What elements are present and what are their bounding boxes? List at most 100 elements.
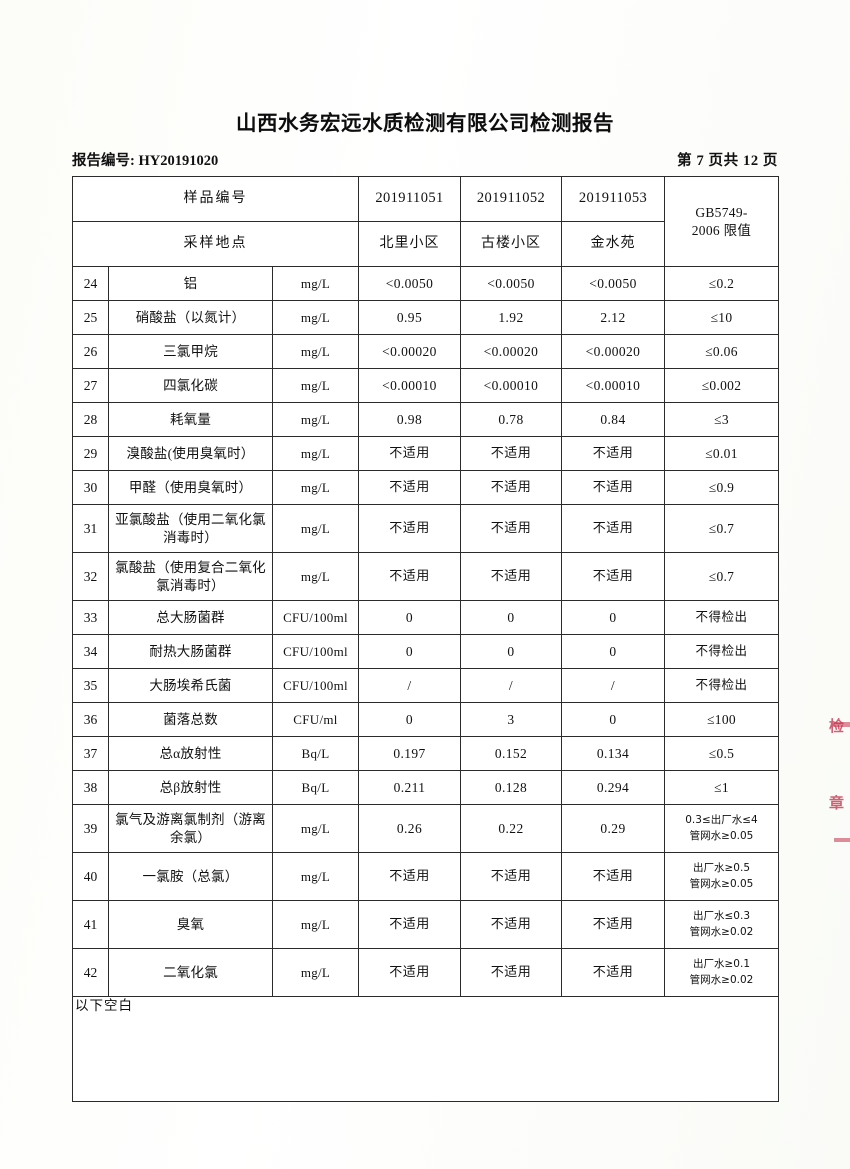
table-row: 42 二氧化氯 mg/L 不适用 不适用 不适用 出厂水≥0.1 管网水≥0.02 xyxy=(72,948,779,997)
result-value-sample-3: 不适用 xyxy=(561,470,665,505)
limit-value: ≤0.9 xyxy=(664,470,779,505)
result-value-sample-2: 0.128 xyxy=(460,770,562,805)
parameter-unit: mg/L xyxy=(272,436,359,471)
parameter-name: 一氯胺（总氯） xyxy=(108,852,273,901)
parameter-unit: mg/L xyxy=(272,804,359,853)
header-sampling-site-2: 古楼小区 xyxy=(460,221,562,267)
row-index: 25 xyxy=(72,300,109,335)
result-value-sample-2: 0.78 xyxy=(460,402,562,437)
parameter-unit: CFU/100ml xyxy=(272,600,359,635)
result-value-sample-2: <0.00010 xyxy=(460,368,562,403)
result-value-sample-3: / xyxy=(561,668,665,703)
page-indicator: 第 7 页共 12 页 xyxy=(677,153,778,169)
result-value-sample-1: 不适用 xyxy=(358,470,461,505)
header-sample-number-3: 201911053 xyxy=(561,176,665,222)
table-row: 24 铝 mg/L <0.0050 <0.0050 <0.0050 ≤0.2 xyxy=(72,266,779,301)
limit-value: ≤0.002 xyxy=(664,368,779,403)
row-index: 26 xyxy=(72,334,109,369)
table-row: 33 总大肠菌群 CFU/100ml 0 0 0 不得检出 xyxy=(72,600,779,635)
row-index: 24 xyxy=(72,266,109,301)
table-row: 29 溴酸盐(使用臭氧时） mg/L 不适用 不适用 不适用 ≤0.01 xyxy=(72,436,779,471)
parameter-unit: mg/L xyxy=(272,852,359,901)
parameter-name: 耐热大肠菌群 xyxy=(108,634,273,669)
result-value-sample-2: 不适用 xyxy=(460,552,562,601)
result-value-sample-2: 0.22 xyxy=(460,804,562,853)
row-index: 28 xyxy=(72,402,109,437)
result-value-sample-3: 0.294 xyxy=(561,770,665,805)
result-value-sample-2: / xyxy=(460,668,562,703)
table-row: 38 总β放射性 Bq/L 0.211 0.128 0.294 ≤1 xyxy=(72,770,779,805)
limit-value: 0.3≤出厂水≤4 管网水≥0.05 xyxy=(664,804,779,853)
row-index: 32 xyxy=(72,552,109,601)
result-value-sample-3: 不适用 xyxy=(561,852,665,901)
red-seal-fragment-top xyxy=(834,722,850,727)
limit-value: 出厂水≥0.1 管网水≥0.02 xyxy=(664,948,779,997)
header-row-sampling-site: 采样地点 北里小区 古楼小区 金水苑 xyxy=(72,221,779,267)
result-value-sample-2: 不适用 xyxy=(460,948,562,997)
limit-value: ≤0.2 xyxy=(664,266,779,301)
result-value-sample-3: <0.00020 xyxy=(561,334,665,369)
result-value-sample-1: 不适用 xyxy=(358,852,461,901)
limit-value: 出厂水≤0.3 管网水≥0.02 xyxy=(664,900,779,949)
result-value-sample-2: 不适用 xyxy=(460,852,562,901)
limit-value: ≤0.06 xyxy=(664,334,779,369)
row-index: 36 xyxy=(72,702,109,737)
parameter-name: 菌落总数 xyxy=(108,702,273,737)
result-value-sample-1: <0.00020 xyxy=(358,334,461,369)
table-row: 41 臭氧 mg/L 不适用 不适用 不适用 出厂水≤0.3 管网水≥0.02 xyxy=(72,900,779,949)
table-row: 28 耗氧量 mg/L 0.98 0.78 0.84 ≤3 xyxy=(72,402,779,437)
parameter-unit: mg/L xyxy=(272,334,359,369)
parameter-name: 总α放射性 xyxy=(108,736,273,771)
result-value-sample-2: <0.00020 xyxy=(460,334,562,369)
parameter-unit: mg/L xyxy=(272,300,359,335)
table-row: 26 三氯甲烷 mg/L <0.00020 <0.00020 <0.00020 ≤0.06 xyxy=(72,334,779,369)
result-value-sample-3: 0 xyxy=(561,634,665,669)
limit-line-2: 管网水≥0.05 xyxy=(689,829,754,842)
result-value-sample-3: 不适用 xyxy=(561,552,665,601)
parameter-name: 总大肠菌群 xyxy=(108,600,273,635)
row-index: 27 xyxy=(72,368,109,403)
result-value-sample-1: 0 xyxy=(358,702,461,737)
result-value-sample-2: 0.152 xyxy=(460,736,562,771)
result-value-sample-2: 不适用 xyxy=(460,504,562,553)
parameter-unit: mg/L xyxy=(272,402,359,437)
parameter-name: 耗氧量 xyxy=(108,402,273,437)
result-value-sample-3: 不适用 xyxy=(561,900,665,949)
table-row: 27 四氯化碳 mg/L <0.00010 <0.00010 <0.00010 ≤0.002 xyxy=(72,368,779,403)
parameter-name: 四氯化碳 xyxy=(108,368,273,403)
parameter-name: 硝酸盐（以氮计） xyxy=(108,300,273,335)
parameter-name: 亚氯酸盐（使用二氧化氯消毒时） xyxy=(108,504,273,553)
result-value-sample-1: / xyxy=(358,668,461,703)
result-value-sample-1: 不适用 xyxy=(358,900,461,949)
table-row: 31 亚氯酸盐（使用二氧化氯消毒时） mg/L 不适用 不适用 不适用 ≤0.7 xyxy=(72,504,779,553)
limit-value: ≤0.7 xyxy=(664,504,779,553)
table-row: 35 大肠埃希氏菌 CFU/100ml / / / 不得检出 xyxy=(72,668,779,703)
parameter-unit: mg/L xyxy=(272,552,359,601)
result-value-sample-1: 不适用 xyxy=(358,436,461,471)
header-sample-number-1: 201911051 xyxy=(358,176,461,222)
parameter-name: 三氯甲烷 xyxy=(108,334,273,369)
header-sample-no-label: 样品编号 xyxy=(72,176,359,222)
parameter-name: 甲醛（使用臭氧时） xyxy=(108,470,273,505)
result-value-sample-3: 0.134 xyxy=(561,736,665,771)
limit-value: ≤0.01 xyxy=(664,436,779,471)
header-sampling-site-label: 采样地点 xyxy=(72,221,359,267)
header-row-sample-no: 样品编号 201911051 201911052 201911053 GB5749- 20… xyxy=(72,176,779,267)
limit-value: ≤3 xyxy=(664,402,779,437)
header-sample-number-2: 201911052 xyxy=(460,176,562,222)
row-index: 33 xyxy=(72,600,109,635)
page-title: 山西水务宏远水质检测有限公司检测报告 xyxy=(236,111,614,135)
header-standard-limit: GB5749- 2006 限值 xyxy=(664,176,779,267)
parameter-name: 二氧化氯 xyxy=(108,948,273,997)
parameter-unit: CFU/100ml xyxy=(272,634,359,669)
parameter-name: 氯气及游离氯制剂（游离余氯） xyxy=(108,804,273,853)
parameter-name: 铝 xyxy=(108,266,273,301)
limit-value: 不得检出 xyxy=(664,600,779,635)
limit-value: 出厂水≥0.5 管网水≥0.05 xyxy=(664,852,779,901)
blank-note: 以下空白 xyxy=(72,996,779,1102)
report-number: 报告编号: HY20191020 xyxy=(72,153,219,169)
blank-note-row: 以下空白 xyxy=(72,996,779,1102)
result-value-sample-3: 不适用 xyxy=(561,948,665,997)
result-value-sample-1: 0.26 xyxy=(358,804,461,853)
